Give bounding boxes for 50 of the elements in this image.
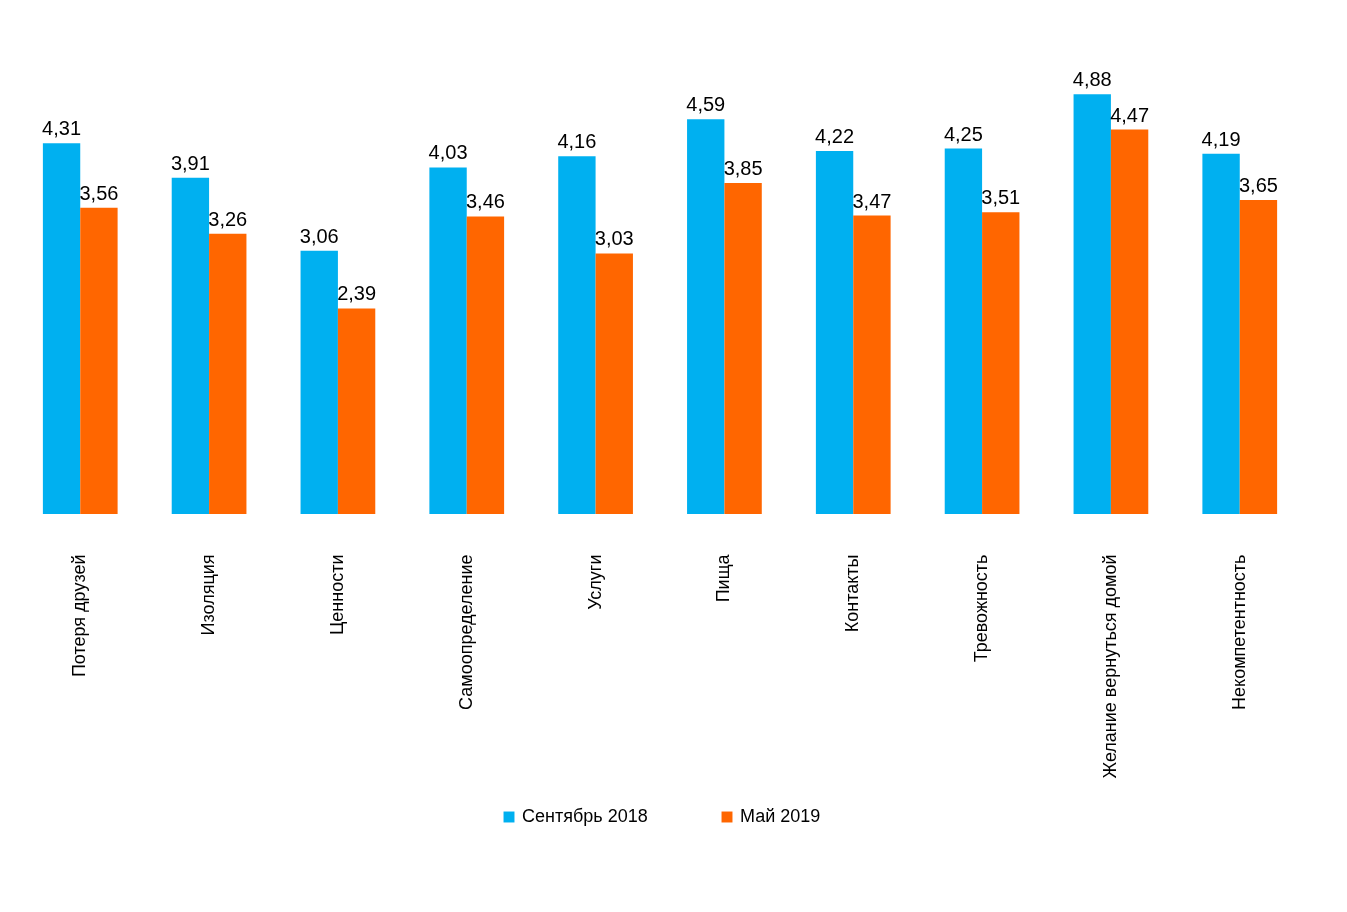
x-tick-label: Некомпетентность <box>1228 554 1249 710</box>
data-label: 3,91 <box>170 151 210 174</box>
bar <box>80 207 118 514</box>
data-label: 4,59 <box>686 93 726 116</box>
bar <box>982 212 1020 514</box>
data-label: 3,26 <box>208 207 248 230</box>
data-label: 2,39 <box>337 282 377 305</box>
x-tick-label: Услуги <box>584 554 605 610</box>
data-label: 3,47 <box>852 189 892 212</box>
data-label: 3,56 <box>79 181 119 204</box>
data-label: 4,25 <box>943 122 983 145</box>
bar <box>1202 153 1240 514</box>
bar <box>853 215 891 514</box>
bar <box>337 308 376 514</box>
data-label: 3,51 <box>981 186 1021 209</box>
bar <box>1110 129 1149 514</box>
bar <box>815 151 854 514</box>
x-tick-label: Самоопределение <box>455 554 476 710</box>
legend-label: Май 2019 <box>740 806 821 826</box>
x-tick-label: Изоляция <box>198 554 219 636</box>
x-tick-label: Пища <box>713 553 734 603</box>
data-label: 4,16 <box>557 130 597 153</box>
data-label: 4,03 <box>428 141 468 164</box>
x-tick-label: Потеря друзей <box>69 554 90 678</box>
x-tick-label: Тревожность <box>971 554 992 663</box>
data-label: 3,65 <box>1238 174 1278 197</box>
bar <box>1239 200 1278 514</box>
x-tick-label: Контакты <box>842 554 863 633</box>
bar <box>429 167 467 514</box>
bar <box>1073 94 1111 514</box>
data-label: 4,88 <box>1072 68 1112 91</box>
bar <box>171 177 210 514</box>
bar <box>724 182 762 514</box>
legend-label: Сентябрь 2018 <box>522 806 648 826</box>
bar <box>687 119 725 514</box>
bar <box>300 250 338 514</box>
data-label: 3,85 <box>723 156 763 179</box>
bar <box>209 233 247 514</box>
data-label: 4,31 <box>42 117 82 140</box>
data-label: 3,06 <box>299 224 339 247</box>
bar <box>42 143 81 514</box>
data-label: 4,19 <box>1201 127 1241 150</box>
x-tick-label: Желание вернуться домой <box>1099 554 1120 779</box>
bar <box>558 156 596 514</box>
data-label: 4,22 <box>815 125 855 148</box>
bar <box>595 253 633 514</box>
data-label: 3,46 <box>465 190 505 213</box>
bar <box>944 148 983 514</box>
x-tick-label: Ценности <box>326 554 347 636</box>
bar <box>466 216 505 514</box>
